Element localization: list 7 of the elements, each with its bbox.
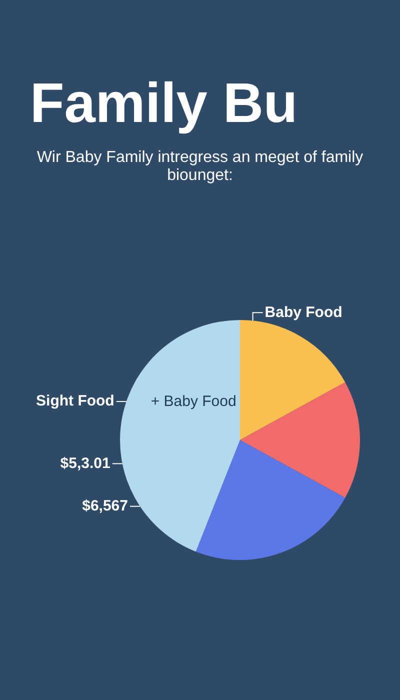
text: $6,567 <box>82 497 128 514</box>
text: $5,3.01 <box>60 454 110 472</box>
text: + Baby Food <box>150 393 236 410</box>
chart-subtitle: Wir Baby Family intregress an meget of family biounget: <box>36 148 364 185</box>
slice-label: Sight Food <box>36 392 114 410</box>
chart-title: Family Bu <box>29 70 299 135</box>
slice-label: Baby Food <box>264 304 342 321</box>
